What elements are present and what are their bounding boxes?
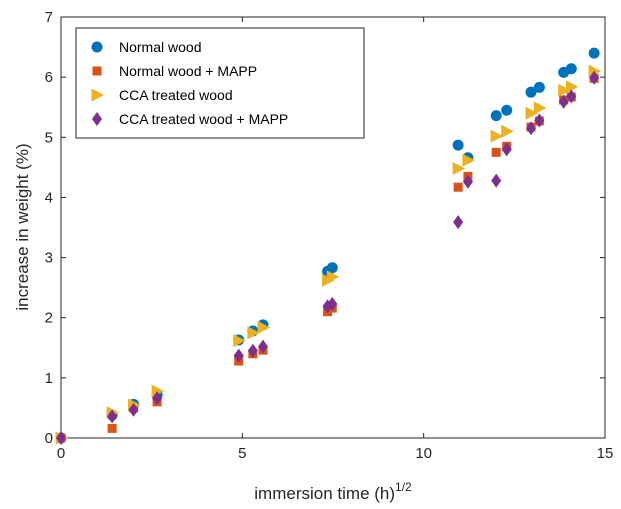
data-point bbox=[525, 106, 539, 120]
data-point bbox=[491, 147, 501, 157]
data-point bbox=[566, 89, 577, 104]
data-point bbox=[247, 343, 258, 358]
data-point bbox=[565, 63, 577, 75]
x-axis-label-group: immersion time (h)1/2 bbox=[254, 480, 412, 503]
x-tick-label: 0 bbox=[57, 445, 65, 462]
data-point bbox=[490, 129, 504, 143]
data-point bbox=[247, 326, 260, 340]
data-point bbox=[233, 334, 246, 348]
x-axis-label: immersion time (h) bbox=[254, 484, 395, 503]
data-point bbox=[326, 270, 340, 284]
legend-marker bbox=[92, 112, 102, 126]
y-tick-label: 0 bbox=[45, 430, 53, 447]
data-point bbox=[152, 391, 163, 406]
legend-label: Normal wood + MAPP bbox=[119, 63, 257, 79]
axis-ticks: 0 5 10 15 0 1 2 3 4 5 6 7 bbox=[45, 9, 614, 462]
data-point bbox=[327, 296, 338, 311]
data-point bbox=[588, 47, 600, 59]
data-point bbox=[326, 262, 338, 274]
data-point bbox=[462, 153, 475, 167]
data-point bbox=[491, 173, 502, 188]
legend-marker bbox=[91, 41, 103, 53]
data-point bbox=[490, 110, 502, 122]
data-point bbox=[589, 70, 600, 85]
y-tick-label: 7 bbox=[45, 9, 53, 26]
y-tick-label: 3 bbox=[45, 250, 53, 267]
data-point bbox=[452, 162, 466, 176]
data-point bbox=[107, 409, 118, 424]
data-point bbox=[128, 402, 139, 417]
data-point bbox=[533, 81, 545, 93]
data-point bbox=[501, 124, 514, 138]
data-point bbox=[151, 384, 165, 398]
data-markers bbox=[55, 47, 602, 445]
data-point bbox=[534, 113, 545, 128]
y-tick-label: 6 bbox=[45, 69, 53, 86]
data-point bbox=[453, 182, 463, 192]
x-tick-label: 5 bbox=[238, 445, 246, 462]
y-tick-label: 2 bbox=[45, 310, 53, 327]
data-point bbox=[233, 348, 244, 363]
x-tick-label: 15 bbox=[597, 445, 614, 462]
data-point bbox=[258, 339, 269, 354]
legend-marker bbox=[92, 66, 102, 76]
data-point bbox=[525, 86, 537, 98]
data-point bbox=[453, 215, 464, 230]
y-tick-label: 4 bbox=[45, 189, 53, 206]
legend: Normal wood Normal wood + MAPP CCA treated… bbox=[75, 27, 365, 139]
data-point bbox=[107, 423, 117, 433]
data-point bbox=[257, 320, 271, 334]
legend-label: CCA treated wood bbox=[119, 87, 233, 103]
x-tick-label: 10 bbox=[415, 445, 432, 462]
y-axis-label: increase in weight (%) bbox=[13, 143, 32, 310]
y-tick-label: 1 bbox=[45, 370, 53, 387]
data-point bbox=[558, 83, 571, 97]
data-point bbox=[452, 139, 464, 151]
data-point bbox=[501, 142, 512, 157]
legend-box bbox=[75, 27, 365, 139]
legend-marker bbox=[91, 88, 104, 102]
data-point bbox=[558, 94, 569, 109]
data-point bbox=[526, 121, 537, 136]
series-diamond bbox=[56, 70, 600, 445]
y-tick-label: 5 bbox=[45, 129, 53, 146]
data-point bbox=[565, 80, 579, 94]
legend-label: Normal wood bbox=[119, 39, 201, 55]
x-axis-label-superscript: 1/2 bbox=[395, 480, 412, 494]
legend-label: CCA treated wood + MAPP bbox=[119, 111, 288, 127]
data-point bbox=[501, 104, 513, 116]
data-point bbox=[462, 174, 473, 189]
data-point bbox=[533, 101, 547, 115]
data-point bbox=[56, 431, 66, 445]
